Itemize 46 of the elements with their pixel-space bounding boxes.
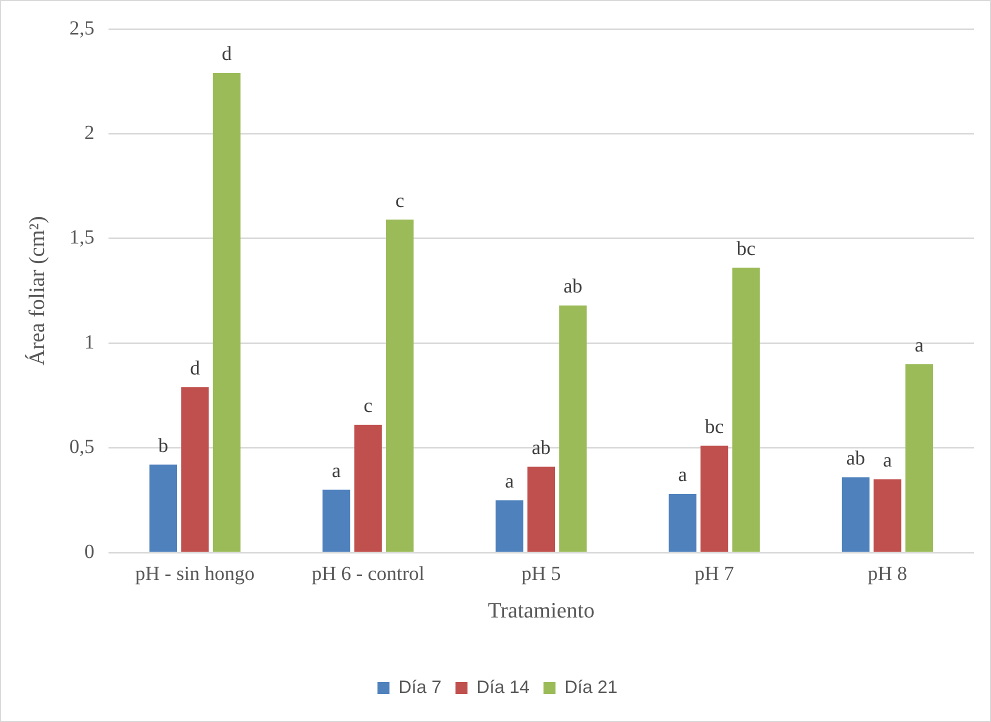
data-label: ab (563, 276, 582, 298)
x-tick-label: pH 8 (868, 562, 908, 585)
bar (527, 466, 556, 552)
bar (700, 446, 728, 552)
bar (181, 387, 209, 552)
y-tick-label: 1,5 (69, 226, 94, 249)
legend-label: Día 7 (398, 676, 442, 697)
bar (668, 494, 696, 552)
data-label: a (914, 334, 924, 356)
y-tick-label: 1 (84, 331, 94, 354)
bar (874, 479, 902, 552)
legend-label: Día 21 (564, 676, 618, 697)
bar (905, 364, 933, 552)
bar (496, 500, 524, 552)
bar (559, 305, 587, 552)
x-tick-label: pH 6 - control (312, 562, 425, 585)
y-tick-label: 2 (84, 122, 94, 144)
data-label: ab (846, 447, 866, 470)
bar (149, 464, 178, 552)
data-label: ab (532, 436, 551, 459)
x-tick-label: pH - sin hongo (135, 562, 255, 585)
data-label: b (158, 434, 168, 457)
y-tick-label: 0 (84, 540, 94, 563)
data-label: d (190, 357, 200, 380)
bar (386, 220, 414, 552)
data-label: a (332, 460, 341, 482)
y-axis-title: Área foliar (cm²) (24, 216, 49, 366)
x-axis-title: Tratamiento (488, 598, 595, 623)
data-label: a (505, 470, 514, 492)
x-tick-label: pH 5 (521, 562, 561, 585)
data-label: bc (736, 238, 756, 260)
bar (842, 477, 870, 552)
x-tick-label: pH 7 (694, 562, 734, 585)
data-label: c (364, 395, 373, 418)
y-tick-label: 2,5 (69, 17, 94, 40)
data-label: d (222, 43, 232, 66)
data-label: bc (704, 416, 724, 438)
data-label: a (882, 450, 892, 472)
legend-label: Día 14 (476, 676, 530, 697)
data-label: a (678, 464, 688, 486)
data-label: c (395, 190, 404, 212)
bar (322, 490, 350, 552)
y-tick-label: 0,5 (69, 436, 94, 458)
bar (732, 268, 760, 552)
bar (354, 424, 382, 552)
bar (212, 72, 241, 552)
